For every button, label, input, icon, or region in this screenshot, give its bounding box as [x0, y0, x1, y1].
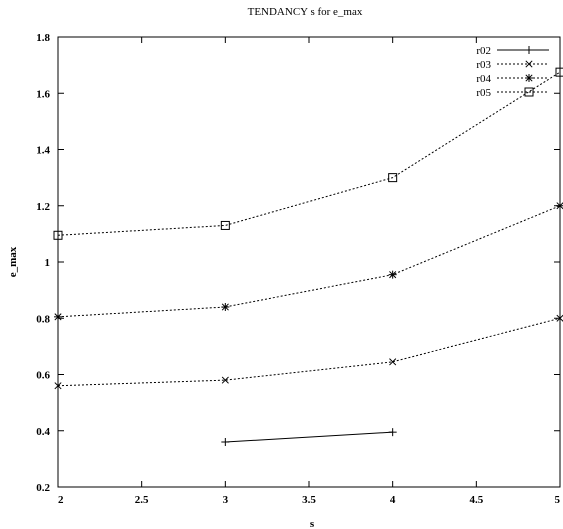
legend-label-r04: r04: [476, 73, 491, 85]
x-tick-label: 3.5: [302, 494, 316, 506]
legend-marker-r05: [524, 87, 534, 97]
x-tick-label: 3: [223, 494, 229, 506]
legend-marker-r04: [525, 74, 533, 82]
y-tick-label: 0.8: [36, 313, 50, 325]
y-tick-label: 1.8: [36, 32, 50, 44]
x-tick-label: 4.5: [469, 494, 483, 506]
data-point-r03: [389, 358, 397, 366]
data-point-r03: [556, 314, 563, 322]
data-point-r05: [220, 220, 230, 230]
data-point-r04: [221, 303, 230, 311]
data-point-r03: [54, 382, 62, 390]
y-tick-label: 0.2: [36, 482, 50, 494]
data-point-r02: [221, 438, 230, 446]
y-tick-label: 0.4: [36, 426, 50, 438]
series-line-r02: [225, 431, 393, 443]
x-tick-label: 2: [58, 494, 64, 506]
data-point-r04: [54, 312, 62, 321]
data-point-r04: [388, 270, 397, 279]
x-tick-label: 4: [390, 494, 396, 506]
plot-frame: [57, 36, 561, 488]
data-point-r05: [53, 230, 63, 240]
chart-title: TENDANCY s for e_max: [248, 6, 363, 18]
legend: r02 r03 r04 r05: [476, 45, 549, 99]
y-axis-label: e_max: [7, 246, 19, 277]
y-tick-label: 1.6: [36, 88, 50, 100]
legend-label-r02: r02: [476, 45, 491, 57]
legend-label-r05: r05: [476, 87, 491, 99]
legend-marker-r03: [525, 60, 533, 68]
y-tick-label: 1: [45, 257, 51, 269]
data-point-r05: [388, 173, 398, 183]
legend-marker-r02: [525, 46, 533, 54]
series-line-r05: [57, 71, 561, 236]
y-tick-label: 1.2: [36, 201, 50, 213]
series-line-r03: [57, 317, 561, 387]
data-point-r04: [556, 201, 563, 210]
plot-area: 2 2.5 3 3.5 4 4.5 5 0.2 0.4 0.6 0.8 1 1.2 1.4 1.6 1.8: [36, 32, 563, 506]
data-point-r03: [221, 376, 229, 384]
series-line-r04: [57, 205, 561, 318]
x-axis-label: s: [310, 518, 315, 529]
data-point-r05: [555, 67, 563, 77]
x-tick-label: 5: [555, 494, 561, 506]
y-tick-label: 1.4: [36, 145, 50, 157]
x-tick-label: 2.5: [135, 494, 149, 506]
y-tick-label: 0.6: [36, 370, 50, 382]
legend-label-r03: r03: [476, 59, 491, 71]
data-point-r02: [388, 428, 397, 437]
